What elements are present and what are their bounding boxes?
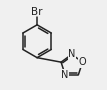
Text: N: N xyxy=(68,49,75,59)
Text: N: N xyxy=(62,70,69,80)
Text: O: O xyxy=(79,57,86,67)
Text: Br: Br xyxy=(31,7,43,17)
